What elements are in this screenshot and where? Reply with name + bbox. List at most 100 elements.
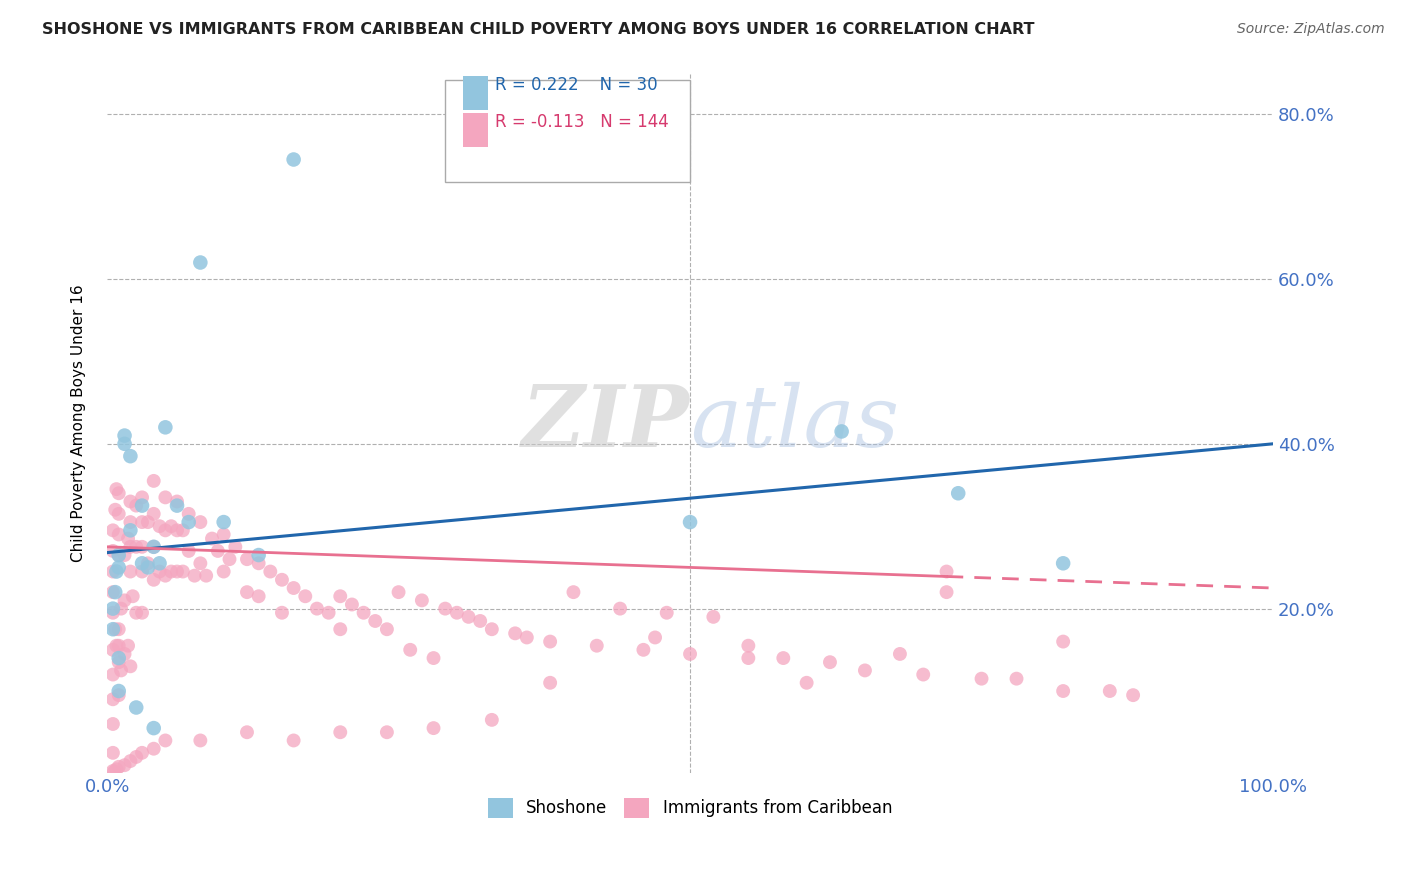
Immigrants from Caribbean: [172, 524, 194, 538]
Shoshone: [679, 515, 702, 529]
Immigrants from Caribbean: [633, 643, 655, 657]
Shoshone: [247, 548, 270, 562]
Shoshone: [131, 499, 153, 513]
Immigrants from Caribbean: [772, 651, 794, 665]
Immigrants from Caribbean: [125, 606, 148, 620]
Immigrants from Caribbean: [110, 601, 132, 615]
Shoshone: [107, 560, 129, 574]
Immigrants from Caribbean: [107, 760, 129, 774]
Immigrants from Caribbean: [796, 675, 818, 690]
Immigrants from Caribbean: [117, 532, 139, 546]
Immigrants from Caribbean: [446, 606, 468, 620]
Text: atlas: atlas: [690, 382, 900, 465]
Immigrants from Caribbean: [107, 548, 129, 562]
Immigrants from Caribbean: [107, 655, 129, 669]
Immigrants from Caribbean: [114, 647, 136, 661]
Immigrants from Caribbean: [114, 548, 136, 562]
Immigrants from Caribbean: [177, 544, 200, 558]
Immigrants from Caribbean: [318, 606, 340, 620]
Shoshone: [125, 700, 148, 714]
Immigrants from Caribbean: [120, 494, 142, 508]
Immigrants from Caribbean: [166, 565, 188, 579]
Shoshone: [131, 556, 153, 570]
Immigrants from Caribbean: [142, 507, 165, 521]
Immigrants from Caribbean: [131, 491, 153, 505]
Immigrants from Caribbean: [188, 515, 211, 529]
Y-axis label: Child Poverty Among Boys Under 16: Child Poverty Among Boys Under 16: [72, 285, 86, 562]
Immigrants from Caribbean: [1098, 684, 1121, 698]
Immigrants from Caribbean: [644, 631, 666, 645]
Immigrants from Caribbean: [101, 717, 124, 731]
Immigrants from Caribbean: [329, 725, 352, 739]
FancyBboxPatch shape: [463, 113, 488, 146]
Immigrants from Caribbean: [131, 540, 153, 554]
Shoshone: [120, 449, 142, 463]
Immigrants from Caribbean: [105, 639, 128, 653]
Immigrants from Caribbean: [120, 540, 142, 554]
Legend: Shoshone, Immigrants from Caribbean: Shoshone, Immigrants from Caribbean: [481, 791, 898, 824]
Immigrants from Caribbean: [117, 639, 139, 653]
Text: Source: ZipAtlas.com: Source: ZipAtlas.com: [1237, 22, 1385, 37]
Immigrants from Caribbean: [387, 585, 409, 599]
Shoshone: [283, 153, 305, 167]
Immigrants from Caribbean: [294, 589, 316, 603]
Shoshone: [166, 499, 188, 513]
Immigrants from Caribbean: [120, 754, 142, 768]
Shoshone: [148, 556, 170, 570]
Immigrants from Caribbean: [283, 581, 305, 595]
Immigrants from Caribbean: [1122, 688, 1144, 702]
Shoshone: [1052, 556, 1074, 570]
Immigrants from Caribbean: [188, 556, 211, 570]
Immigrants from Caribbean: [177, 507, 200, 521]
Immigrants from Caribbean: [434, 601, 457, 615]
Immigrants from Caribbean: [131, 746, 153, 760]
Immigrants from Caribbean: [422, 651, 444, 665]
Immigrants from Caribbean: [481, 622, 503, 636]
Immigrants from Caribbean: [142, 573, 165, 587]
Immigrants from Caribbean: [120, 659, 142, 673]
Immigrants from Caribbean: [155, 733, 177, 747]
Immigrants from Caribbean: [125, 499, 148, 513]
Shoshone: [177, 515, 200, 529]
Immigrants from Caribbean: [105, 482, 128, 496]
Immigrants from Caribbean: [142, 741, 165, 756]
Immigrants from Caribbean: [679, 647, 702, 661]
Text: R = 0.222    N = 30: R = 0.222 N = 30: [495, 77, 658, 95]
Shoshone: [136, 560, 159, 574]
Immigrants from Caribbean: [101, 746, 124, 760]
Immigrants from Caribbean: [655, 606, 678, 620]
Immigrants from Caribbean: [107, 486, 129, 500]
Immigrants from Caribbean: [110, 664, 132, 678]
Immigrants from Caribbean: [853, 664, 876, 678]
Immigrants from Caribbean: [120, 565, 142, 579]
Immigrants from Caribbean: [120, 515, 142, 529]
Shoshone: [212, 515, 235, 529]
Immigrants from Caribbean: [329, 589, 352, 603]
Immigrants from Caribbean: [935, 585, 957, 599]
Immigrants from Caribbean: [236, 552, 259, 566]
Immigrants from Caribbean: [411, 593, 433, 607]
Immigrants from Caribbean: [737, 639, 759, 653]
Immigrants from Caribbean: [224, 540, 246, 554]
Immigrants from Caribbean: [131, 515, 153, 529]
Immigrants from Caribbean: [166, 494, 188, 508]
Immigrants from Caribbean: [101, 565, 124, 579]
Immigrants from Caribbean: [375, 725, 398, 739]
Immigrants from Caribbean: [305, 601, 328, 615]
Immigrants from Caribbean: [201, 532, 224, 546]
Immigrants from Caribbean: [212, 565, 235, 579]
Immigrants from Caribbean: [155, 524, 177, 538]
Immigrants from Caribbean: [101, 524, 124, 538]
Immigrants from Caribbean: [155, 491, 177, 505]
Shoshone: [107, 548, 129, 562]
Immigrants from Caribbean: [585, 639, 607, 653]
Shoshone: [155, 420, 177, 434]
Immigrants from Caribbean: [103, 764, 125, 779]
Immigrants from Caribbean: [101, 585, 124, 599]
FancyBboxPatch shape: [446, 80, 690, 182]
Immigrants from Caribbean: [247, 556, 270, 570]
Text: ZIP: ZIP: [522, 382, 690, 465]
Immigrants from Caribbean: [105, 762, 128, 776]
Immigrants from Caribbean: [1005, 672, 1028, 686]
Immigrants from Caribbean: [1052, 634, 1074, 648]
